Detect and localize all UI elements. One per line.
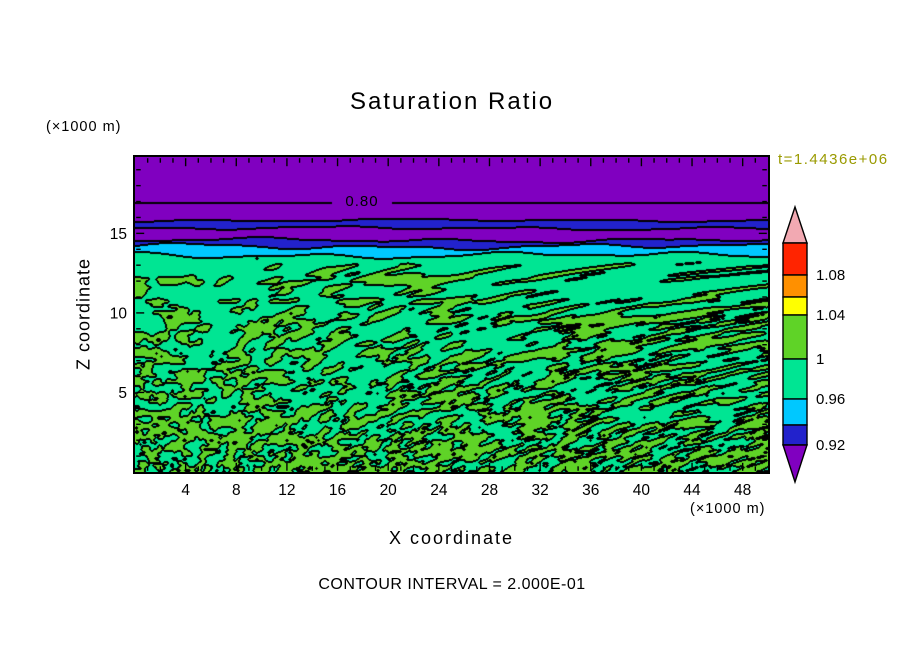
y-axis-label: Z coordinate [73,257,94,371]
plot-area [133,155,770,474]
x-tick-label: 32 [531,482,548,499]
y-tick-label: 10 [110,305,128,322]
x-axis-unit: (×1000 m) [690,501,766,517]
colorbar-segment-blue [782,424,808,446]
y-axis-unit: (×1000 m) [46,119,122,135]
x-axis-label: X coordinate [388,528,515,548]
x-tick-label: 28 [481,482,498,499]
colorbar-label: 1.08 [816,267,845,284]
contour-interval-note: CONTOUR INTERVAL = 2.000E-01 [318,576,586,593]
colorbar-label: 0.92 [816,437,845,454]
x-tick-label: 12 [278,482,295,499]
x-tick-label: 20 [380,482,398,499]
contour-field-canvas [135,157,768,472]
chart-title: Saturation Ratio [349,88,555,115]
colorbar-label: 1 [816,351,824,368]
colorbar-segment-purple [782,444,808,485]
colorbar-segment-red [782,242,808,276]
colorbar-segment-springgreen [782,358,808,400]
x-tick-label: 8 [232,482,241,499]
x-tick-label: 44 [683,482,701,499]
colorbar-segment-yellow [782,296,808,316]
colorbar-label: 0.96 [816,391,845,408]
x-tick-label: 24 [430,482,448,499]
contour-line-label: 0.80 [345,193,379,210]
colorbar-segment-orange [782,274,808,298]
colorbar-segment-cyan [782,398,808,426]
x-tick-label: 16 [329,482,346,499]
x-tick-label: 36 [582,482,599,499]
x-tick-label: 40 [633,482,651,499]
x-tick-label: 48 [734,482,751,499]
y-tick-label: 15 [110,226,127,243]
colorbar-segment-green [782,314,808,360]
time-stamp: t=1.4436e+06 [778,151,889,168]
x-tick-label: 4 [181,482,190,499]
colorbar-segment-pink [782,204,808,244]
colorbar-label: 1.04 [816,307,845,324]
y-tick-label: 5 [118,385,127,402]
